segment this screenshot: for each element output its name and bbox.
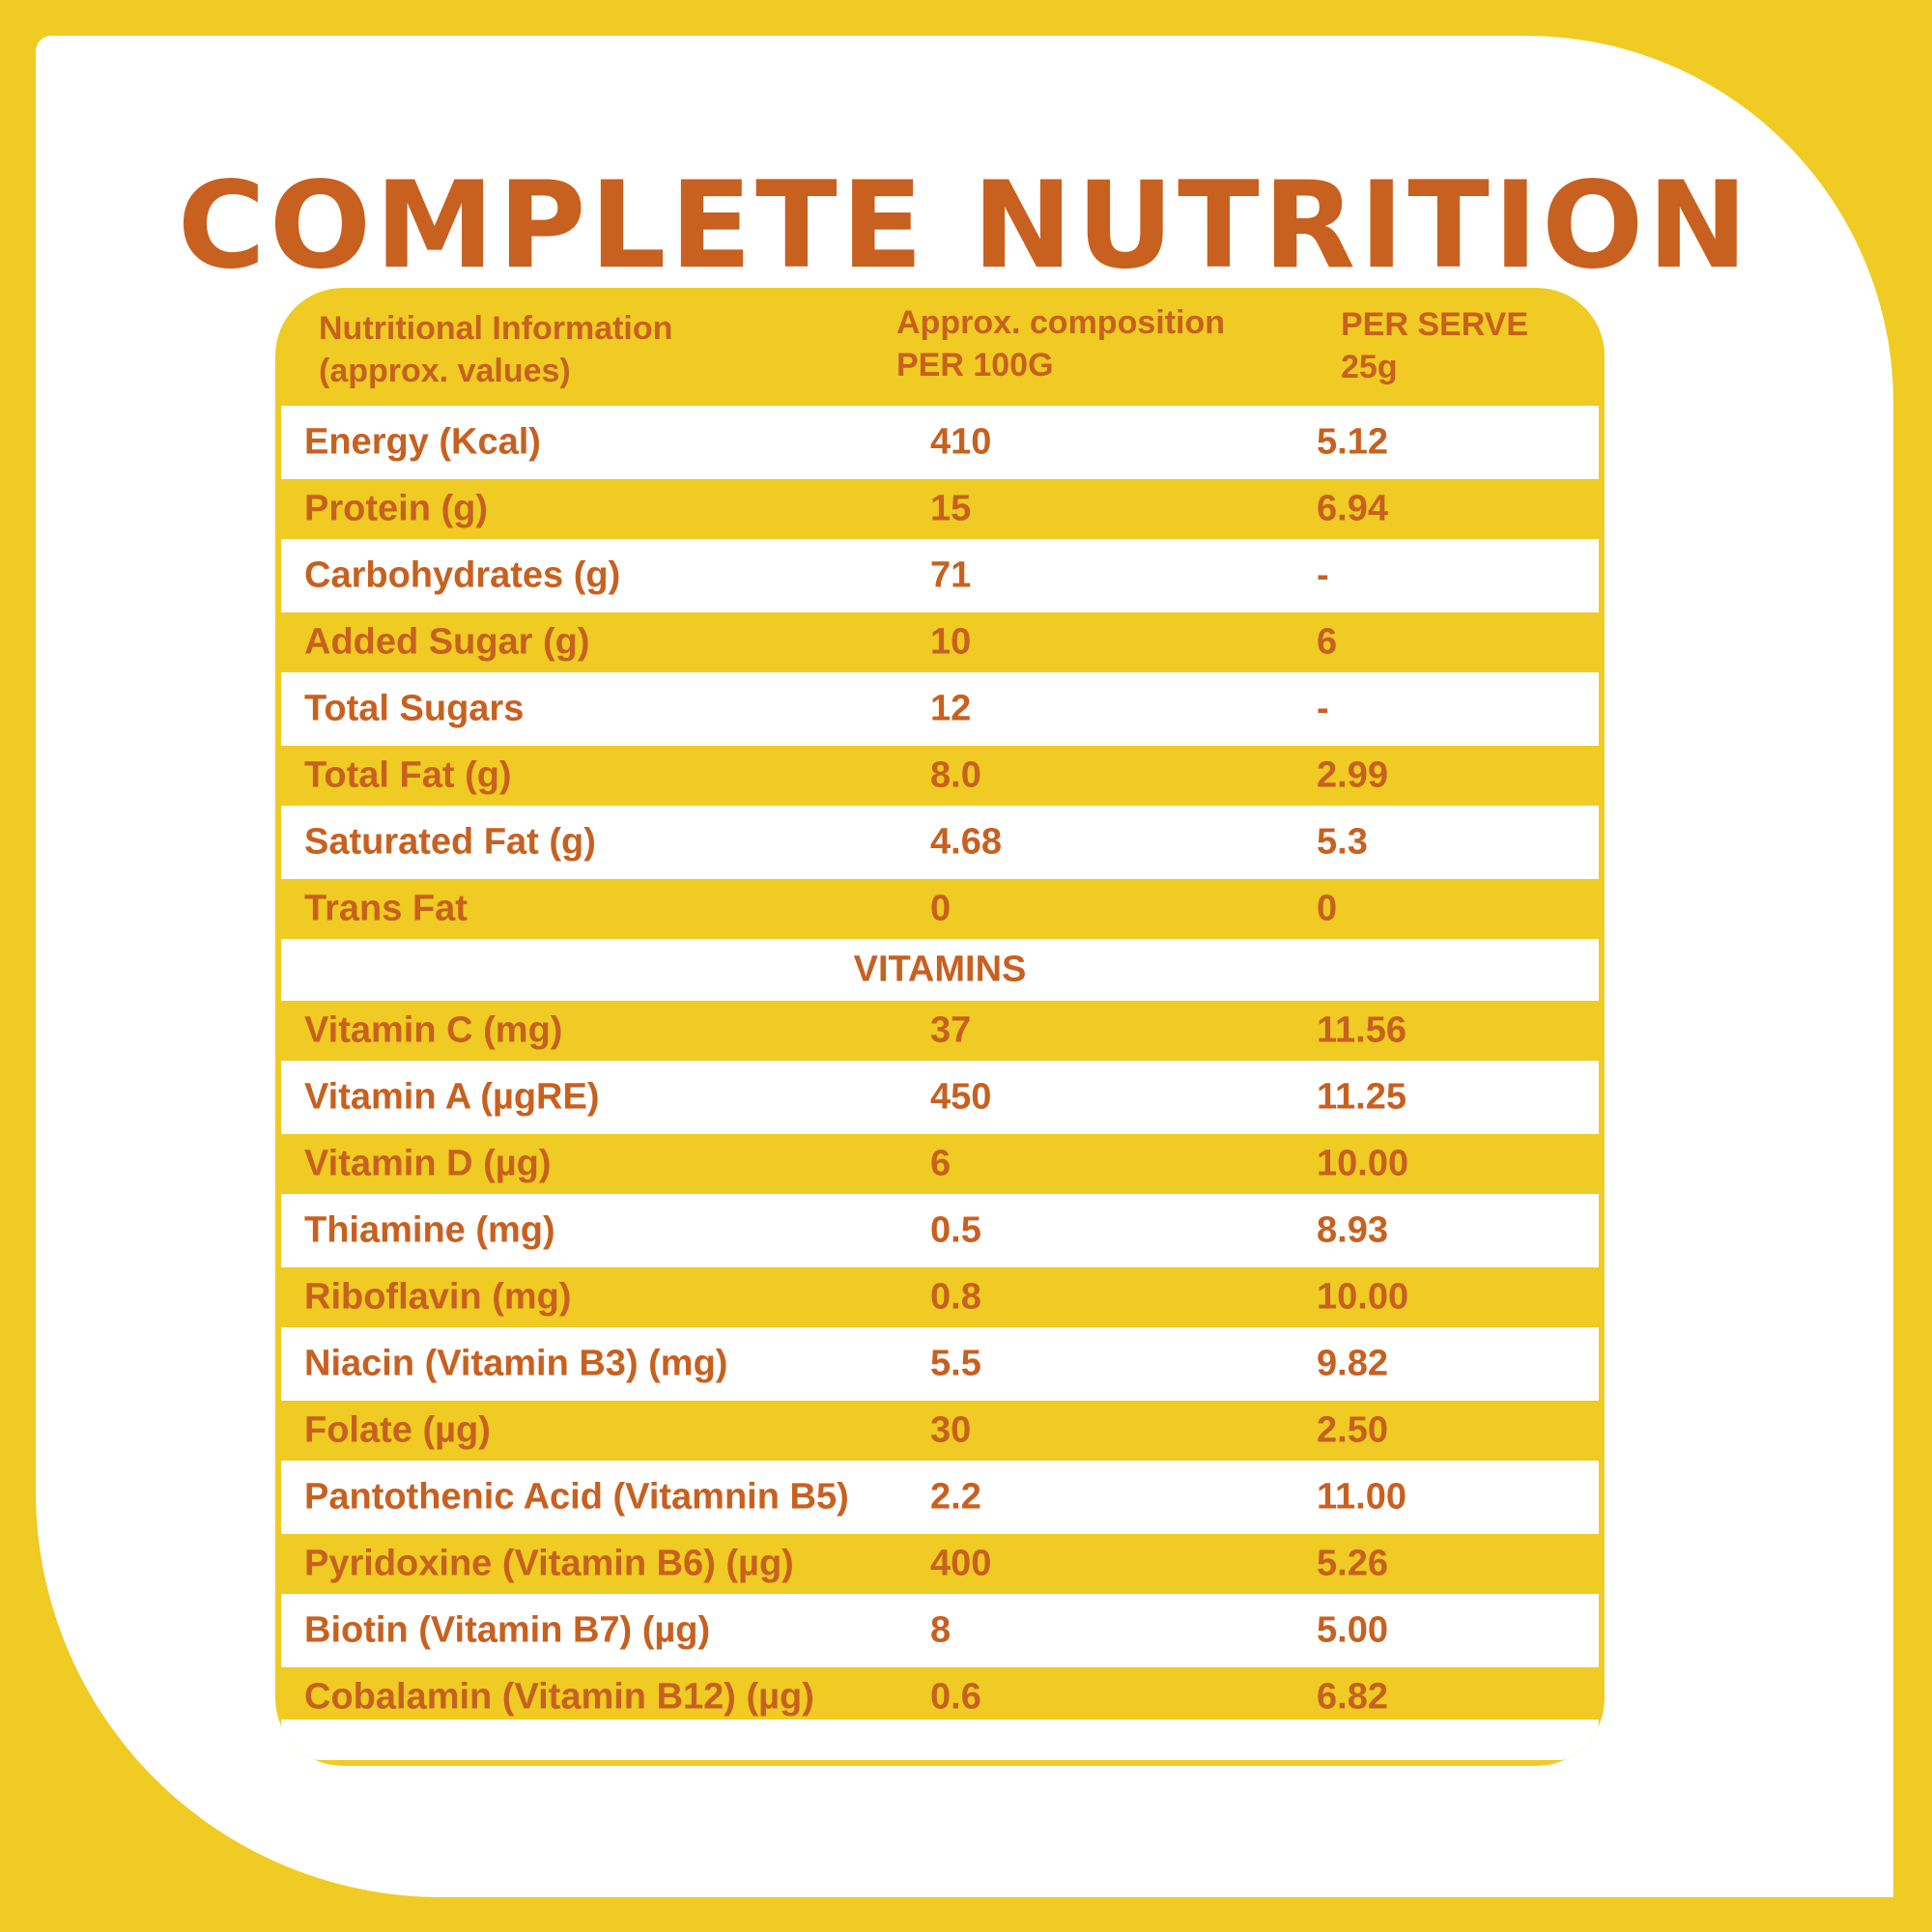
table-row: Added Sugar (g) 10 6	[281, 612, 1599, 672]
value-per-100g: 450	[930, 1076, 992, 1118]
value-per-100g: 15	[930, 488, 972, 529]
value-per-serve: 0	[1317, 888, 1338, 929]
value-per-serve: 5.00	[1317, 1609, 1388, 1651]
nutrient-name: Carbohydrates (g)	[304, 554, 621, 596]
value-per-serve: -	[1317, 688, 1329, 729]
nutrient-name: Thiamine (mg)	[304, 1209, 555, 1251]
value-per-serve: 2.99	[1317, 754, 1388, 796]
table-row: Vitamin A (µgRE) 450 11.25	[281, 1061, 1599, 1134]
value-per-100g: 0.8	[930, 1276, 981, 1318]
table-row: Carbohydrates (g) 71 -	[281, 539, 1599, 612]
nutrient-name: Pantothenic Acid (Vitamnin B5)	[304, 1476, 849, 1518]
table-row: Trans Fat 0 0	[281, 879, 1599, 939]
value-per-serve: 9.82	[1317, 1343, 1388, 1384]
value-per-serve: 8.93	[1317, 1209, 1388, 1251]
nutrient-name: Vitamin C (mg)	[304, 1009, 563, 1051]
value-per-serve: -	[1317, 554, 1329, 596]
nutrient-name: Cobalamin (Vitamin B12) (µg)	[304, 1676, 814, 1718]
value-per-serve: 6.94	[1317, 488, 1388, 529]
value-per-100g: 71	[930, 554, 972, 596]
table-row: Vitamin D (µg) 6 10.00	[281, 1134, 1599, 1194]
value-per-100g: 0	[930, 888, 952, 929]
value-per-serve: 6.82	[1317, 1676, 1388, 1718]
table-header: Nutritional Information (approx. values)…	[275, 288, 1605, 406]
nutrient-name: Total Sugars	[304, 688, 525, 729]
table-row: Thiamine (mg) 0.5 8.93	[281, 1194, 1599, 1267]
nutrient-name: Biotin (Vitamin B7) (µg)	[304, 1609, 711, 1651]
page-title: COMPLETE NUTRITION	[177, 156, 1752, 296]
table-row: Biotin (Vitamin B7) (µg) 8 5.00	[281, 1594, 1599, 1667]
value-per-serve: 11.25	[1317, 1076, 1406, 1118]
table-body: Energy (Kcal) 410 5.12 Protein (g) 15 6.94 Car…	[281, 406, 1599, 1727]
table-row: Vitamin C (mg) 37 11.56	[281, 1001, 1599, 1061]
nutrient-name: Vitamin A (µgRE)	[304, 1076, 600, 1118]
value-per-100g: 5.5	[930, 1343, 981, 1384]
value-per-100g: 4.68	[930, 821, 1002, 863]
value-per-100g: 0.5	[930, 1209, 981, 1251]
table-row: Energy (Kcal) 410 5.12	[281, 406, 1599, 479]
table-row: Pantothenic Acid (Vitamnin B5) 2.2 11.00	[281, 1461, 1599, 1534]
table-footer-space	[281, 1719, 1599, 1760]
nutrient-name: Added Sugar (g)	[304, 621, 590, 663]
value-per-100g: 12	[930, 688, 972, 729]
nutrient-name: Saturated Fat (g)	[304, 821, 596, 863]
value-per-100g: 0.6	[930, 1676, 981, 1718]
table-row: Riboflavin (mg) 0.8 10.00	[281, 1267, 1599, 1327]
header-col-per100: Approx. composition PER 100G	[896, 304, 1225, 384]
table-row: Total Fat (g) 8.0 2.99	[281, 746, 1599, 806]
value-per-100g: 6	[930, 1143, 952, 1184]
value-per-100g: 37	[930, 1009, 972, 1051]
table-row: Folate (µg) 30 2.50	[281, 1401, 1599, 1461]
nutrition-table: Nutritional Information (approx. values)…	[275, 288, 1605, 1766]
header-col-nutrient: Nutritional Information (approx. values)	[319, 310, 673, 389]
table-row: Protein (g) 15 6.94	[281, 479, 1599, 539]
value-per-serve: 2.50	[1317, 1409, 1388, 1451]
value-per-100g: 410	[930, 421, 992, 463]
header-col-perserve: PER SERVE 25g	[1341, 306, 1529, 385]
value-per-serve: 10.00	[1317, 1143, 1409, 1184]
section-label: VITAMINS	[853, 949, 1027, 990]
value-per-serve: 11.56	[1317, 1009, 1406, 1051]
nutrient-name: Niacin (Vitamin B3) (mg)	[304, 1343, 728, 1384]
nutrient-name: Energy (Kcal)	[304, 421, 541, 463]
table-row: Niacin (Vitamin B3) (mg) 5.5 9.82	[281, 1327, 1599, 1401]
value-per-serve: 10.00	[1317, 1276, 1409, 1318]
section-heading-vitamins: VITAMINS	[281, 939, 1599, 1001]
value-per-100g: 2.2	[930, 1476, 981, 1518]
table-row: Cobalamin (Vitamin B12) (µg) 0.6 6.82	[281, 1667, 1599, 1727]
value-per-100g: 8.0	[930, 754, 981, 796]
value-per-serve: 11.00	[1317, 1476, 1406, 1518]
nutrient-name: Protein (g)	[304, 488, 488, 529]
value-per-100g: 30	[930, 1409, 972, 1451]
value-per-serve: 5.26	[1317, 1543, 1388, 1584]
nutrient-name: Vitamin D (µg)	[304, 1143, 552, 1184]
value-per-serve: 5.12	[1317, 421, 1388, 463]
table-row: Pyridoxine (Vitamin B6) (µg) 400 5.26	[281, 1534, 1599, 1594]
nutrient-name: Trans Fat	[304, 888, 468, 929]
value-per-100g: 8	[930, 1609, 952, 1651]
nutrient-name: Total Fat (g)	[304, 754, 512, 796]
nutrient-name: Folate (µg)	[304, 1409, 491, 1451]
value-per-serve: 5.3	[1317, 821, 1368, 863]
table-row: Saturated Fat (g) 4.68 5.3	[281, 806, 1599, 879]
value-per-100g: 400	[930, 1543, 992, 1584]
value-per-serve: 6	[1317, 621, 1338, 663]
table-row: Total Sugars 12 -	[281, 672, 1599, 746]
nutrient-name: Pyridoxine (Vitamin B6) (µg)	[304, 1543, 794, 1584]
nutrient-name: Riboflavin (mg)	[304, 1276, 572, 1318]
value-per-100g: 10	[930, 621, 972, 663]
